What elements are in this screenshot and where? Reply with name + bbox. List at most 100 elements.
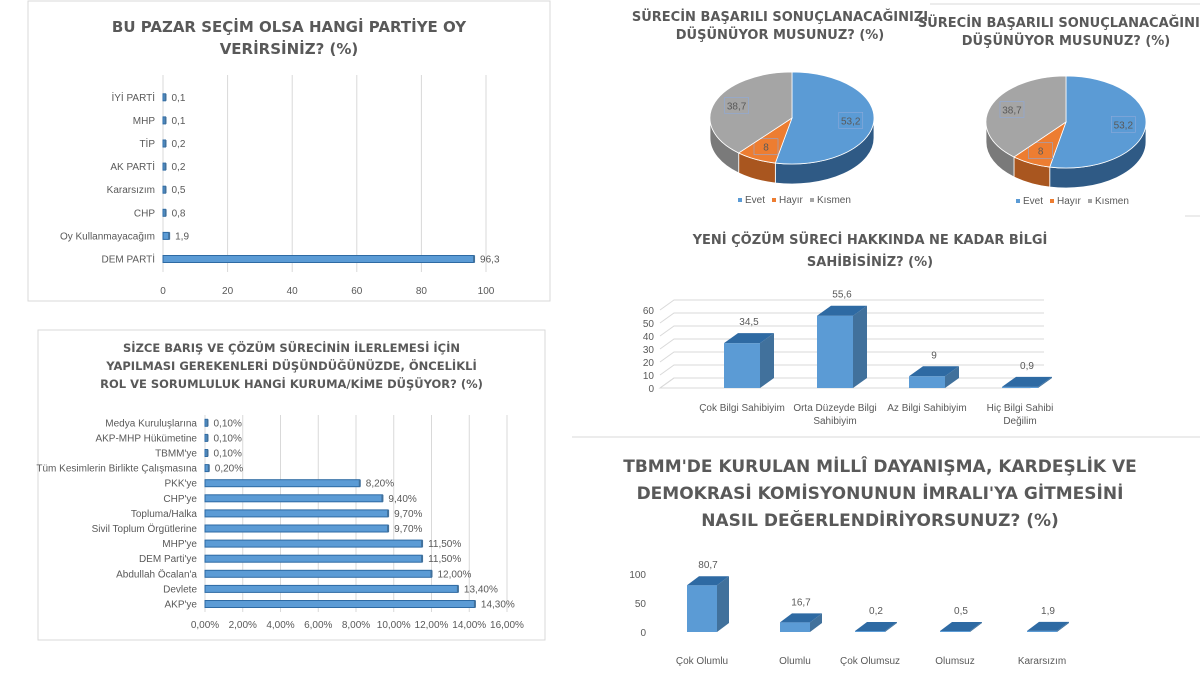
bar-end bbox=[387, 509, 390, 517]
bar bbox=[204, 479, 361, 488]
y-tick-label: 30 bbox=[643, 345, 655, 356]
chart-title: DÜŞÜNÜYOR MUSUNUZ? (%) bbox=[962, 33, 1171, 49]
legend-swatch bbox=[772, 198, 776, 202]
bar-end bbox=[456, 585, 459, 593]
bar-top bbox=[780, 613, 822, 623]
x-tick-label: 60 bbox=[351, 286, 363, 297]
data-label: 0,10% bbox=[214, 418, 242, 429]
bar bbox=[204, 584, 459, 593]
category-label: Devlete bbox=[163, 584, 197, 595]
data-label: 8 bbox=[1038, 147, 1044, 158]
x-tick-label: 6,00% bbox=[304, 620, 332, 631]
data-label: 0,10% bbox=[214, 449, 242, 460]
pie-slice bbox=[985, 75, 1067, 158]
category-label: DEM PARTİ bbox=[101, 253, 155, 266]
bar-end bbox=[164, 186, 167, 194]
category-label: Olumsuz bbox=[935, 656, 974, 667]
data-label: 0,2 bbox=[172, 139, 186, 150]
category-label: Değilim bbox=[1003, 416, 1036, 427]
chart-success-pie-2: SÜRECİN BAŞARILI SONUÇLANACAĞINIZI DÜŞÜNÜ… bbox=[918, 15, 1200, 207]
x-tick-label: 16,00% bbox=[490, 620, 524, 631]
bar-top bbox=[817, 305, 867, 316]
bar-end bbox=[473, 255, 476, 263]
bar-side bbox=[1057, 621, 1069, 632]
bar-top bbox=[1002, 376, 1052, 387]
legend-label: Evet bbox=[1023, 196, 1043, 207]
category-label: CHP'ye bbox=[163, 494, 197, 505]
bar-end bbox=[164, 163, 167, 171]
x-tick-label: 0,00% bbox=[191, 620, 219, 631]
category-label: Oy Kullanmayacağım bbox=[60, 231, 155, 242]
x-tick-label: 12,00% bbox=[415, 620, 449, 631]
data-label: 80,7 bbox=[698, 560, 718, 571]
category-label: Olumlu bbox=[779, 656, 811, 667]
bar-end bbox=[206, 419, 209, 427]
data-label: 13,40% bbox=[464, 584, 498, 595]
category-label: Az Bilgi Sahibiyim bbox=[887, 403, 966, 414]
bar bbox=[1027, 630, 1057, 632]
x-tick-label: 80 bbox=[416, 286, 428, 297]
bar-side bbox=[970, 622, 982, 632]
bar-end bbox=[206, 434, 209, 442]
chart-title: NASIL DEĞERLENDİRİYORSUNUZ? (%) bbox=[701, 509, 1059, 531]
bar bbox=[204, 569, 432, 578]
bar-top bbox=[687, 576, 729, 586]
chart-title: DÜŞÜNÜYOR MUSUNUZ? (%) bbox=[676, 27, 885, 43]
category-label: PKK'ye bbox=[165, 479, 198, 490]
legend-label: Evet bbox=[745, 195, 765, 206]
y-tick-label: 20 bbox=[643, 358, 655, 369]
bar-top bbox=[1027, 621, 1069, 631]
chart-title: SİZCE BARIŞ VE ÇÖZÜM SÜRECİNİN İLERLEMES… bbox=[123, 340, 460, 355]
category-label: Kararsızım bbox=[107, 185, 155, 196]
gridline bbox=[659, 364, 1044, 376]
bar-end bbox=[381, 494, 384, 502]
chart-title: YENİ ÇÖZÜM SÜRECİ HAKKINDA NE KADAR BİLG… bbox=[692, 232, 1048, 248]
category-label: AK PARTİ bbox=[110, 160, 155, 173]
category-label: MHP bbox=[133, 116, 156, 127]
legend-label: Hayır bbox=[1057, 196, 1082, 207]
bar-side bbox=[885, 622, 897, 632]
y-tick-label: 0 bbox=[640, 628, 646, 639]
bar-side bbox=[1038, 376, 1052, 388]
data-label: 9,70% bbox=[394, 524, 422, 535]
legend-swatch bbox=[810, 198, 814, 202]
category-label: Topluma/Halka bbox=[131, 509, 198, 520]
category-label: İYİ PARTİ bbox=[111, 91, 155, 104]
chart-title: VERİRSİNİZ? (%) bbox=[220, 39, 359, 58]
data-label: 38,7 bbox=[727, 102, 747, 113]
category-label: CHP bbox=[134, 208, 155, 219]
x-tick-label: 100 bbox=[478, 286, 495, 297]
y-tick-label: 50 bbox=[643, 319, 655, 330]
x-tick-label: 0 bbox=[160, 286, 166, 297]
bar bbox=[204, 509, 389, 518]
pie-slice bbox=[709, 71, 793, 154]
bar bbox=[780, 622, 810, 632]
chart-panel bbox=[27, 0, 551, 302]
category-label: TİP bbox=[139, 137, 155, 150]
bar bbox=[204, 554, 423, 563]
bar-end bbox=[164, 140, 167, 147]
data-label: 0,2 bbox=[172, 162, 186, 173]
data-label: 8,20% bbox=[366, 479, 394, 490]
data-label: 0,1 bbox=[172, 116, 186, 127]
data-label: 11,50% bbox=[428, 539, 461, 550]
category-label: TBMM'ye bbox=[155, 449, 197, 460]
bar-end bbox=[358, 479, 361, 487]
bar-end bbox=[164, 116, 167, 124]
bar-side bbox=[945, 366, 959, 388]
data-label: 0,8 bbox=[172, 208, 186, 219]
bar bbox=[909, 376, 945, 388]
chart-title: ROL VE SORUMLULUK HANGİ KURUMA/KİME DÜŞÜ… bbox=[100, 376, 483, 391]
data-label-box bbox=[1110, 116, 1136, 133]
chart-title: SÜRECİN BAŞARILI SONUÇLANACAĞINIZI bbox=[632, 9, 928, 25]
bar-end bbox=[164, 209, 167, 217]
data-label: 0,9 bbox=[1020, 361, 1034, 372]
chart-title: YAPILMASI GEREKENLERİ DÜŞÜNDÜĞÜNÜZDE, ÖN… bbox=[105, 358, 476, 373]
y-tick-label: 100 bbox=[629, 570, 646, 581]
bar bbox=[204, 494, 383, 503]
data-label: 12,00% bbox=[438, 569, 472, 580]
chart-success-pie-1: SÜRECİN BAŞARILI SONUÇLANACAĞINIZI DÜŞÜNÜ… bbox=[632, 9, 928, 206]
category-label: MHP'ye bbox=[162, 539, 197, 550]
bar-end bbox=[421, 540, 424, 548]
data-label: 9,70% bbox=[394, 509, 422, 520]
